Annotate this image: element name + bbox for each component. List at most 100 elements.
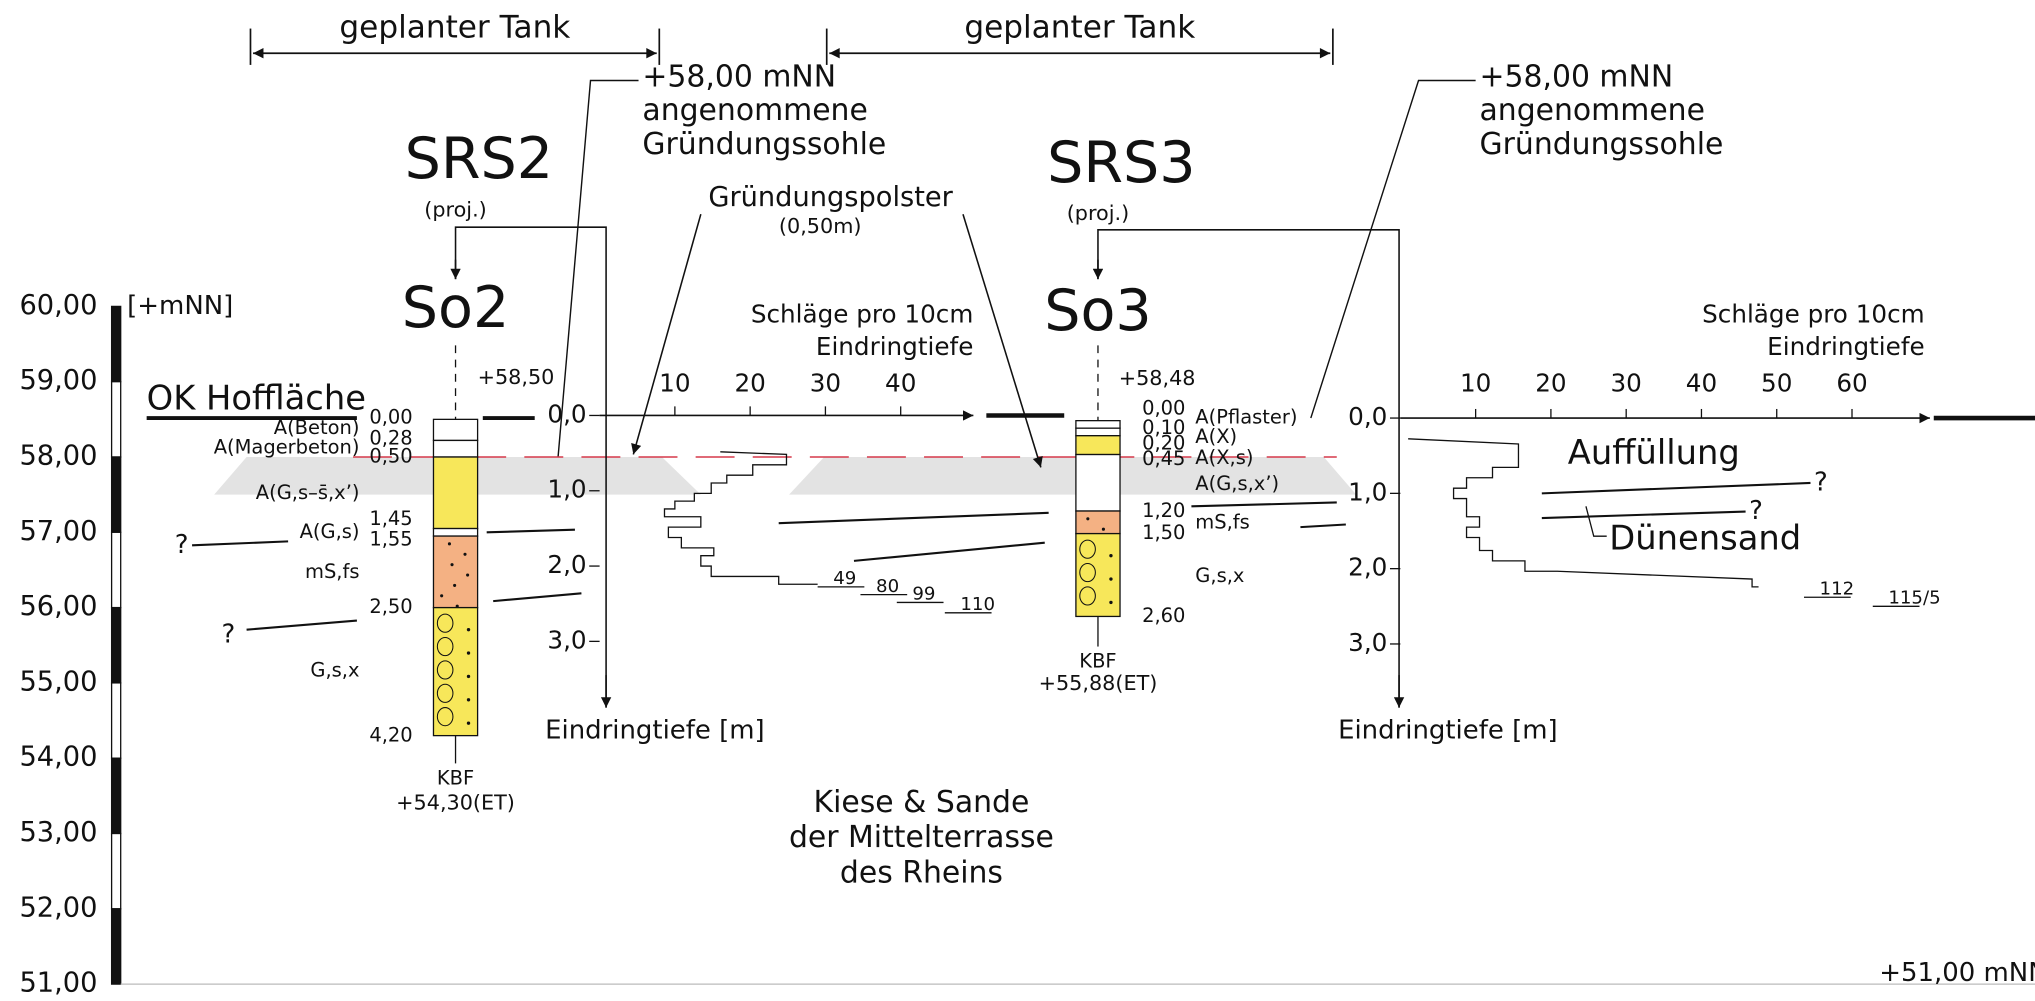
layer-label: A(G,s,x’) (1195, 472, 1279, 495)
layer-label: A(Magerbeton) (214, 435, 360, 458)
formation-label: des Rheins (840, 855, 1003, 890)
strata-line (779, 513, 1049, 523)
soil-layer (1076, 428, 1120, 436)
blow-profile (664, 452, 817, 584)
depth-tick-label: 2,0 (1348, 553, 1387, 582)
end-label: KBF (437, 766, 474, 789)
foundation-level: +58,00 mNN (642, 59, 836, 94)
borehole-proj: (proj.) (424, 197, 486, 221)
scale-segment (112, 683, 121, 758)
borehole-name: So2 (402, 275, 510, 341)
soil-layer (1076, 534, 1120, 617)
borehole-srs: SRS2 (405, 126, 554, 192)
leader-line (1311, 80, 1476, 418)
high-count: 112 (1820, 578, 1855, 599)
sand-dot (467, 698, 470, 701)
layer-depth: 1,20 (1142, 499, 1185, 522)
scale-segment (112, 909, 121, 984)
elevation-label: 54,00 (19, 742, 97, 773)
sand-dot (463, 553, 466, 556)
blow-tick-label: 60 (1836, 368, 1867, 397)
elevation-label: 59,00 (19, 365, 97, 396)
probe-title: Eindringtiefe (816, 332, 973, 361)
strata-line (247, 621, 357, 630)
layer-depth: 4,20 (369, 724, 412, 747)
blow-tick-label: 40 (1686, 368, 1717, 397)
elevation-label: 55,00 (19, 666, 97, 697)
soil-layer (1076, 421, 1120, 429)
soil-layer (1076, 436, 1120, 455)
soil-layer (433, 529, 477, 537)
borehole-srs: SRS3 (1047, 130, 1196, 196)
strata-line (1542, 512, 1746, 518)
blow-tick-label: 10 (1460, 368, 1491, 397)
borehole-top: +58,48 (1119, 366, 1196, 390)
end-level: +54,30(ET) (396, 791, 515, 815)
strata-line (493, 593, 581, 601)
high-count: 115/5 (1888, 588, 1940, 609)
scale-segment (112, 758, 121, 833)
scale-unit: [+mNN] (127, 291, 233, 321)
tank-label: geplanter Tank (964, 10, 1195, 46)
layer-depth: 1,55 (369, 528, 412, 551)
high-count: 99 (912, 584, 935, 605)
cushion-thickness: (0,50m) (779, 214, 862, 238)
scale-segment (112, 457, 121, 532)
high-count: 49 (833, 568, 856, 589)
soil-layer (1076, 455, 1120, 511)
soil-layer (433, 457, 477, 529)
blow-tick-label: 40 (885, 368, 916, 397)
strata-note: Dünensand (1609, 519, 1801, 558)
foundation-note: angenommene (642, 93, 867, 128)
sand-dot (453, 584, 456, 587)
sand-dot (467, 628, 470, 631)
blow-tick-label: 20 (734, 368, 765, 397)
layer-label: G,s,x (1195, 564, 1244, 587)
foundation-note: Gründungssohle (1480, 127, 1724, 162)
scale-segment (112, 834, 121, 909)
line (633, 214, 700, 454)
depth-tick-label: 0,0 (547, 399, 586, 428)
probe-title: Schläge pro 10cm (751, 299, 974, 328)
sand-dot (466, 573, 469, 576)
layer-depth: 0,00 (369, 406, 412, 429)
surface-label: OK Hoffläche (147, 378, 366, 417)
soil-layer (433, 536, 477, 608)
depth-tick-label: 3,0 (547, 625, 586, 654)
formation-label: der Mittelterrasse (789, 820, 1054, 855)
sand-dot (1109, 554, 1112, 557)
strata-note: Auffüllung (1568, 433, 1740, 472)
question-mark: ? (1749, 496, 1763, 526)
sand-dot (467, 721, 470, 724)
layer-label: A(G,s) (300, 520, 360, 543)
high-count: 110 (960, 594, 995, 615)
blow-tick-label: 30 (810, 368, 841, 397)
scale-segment (112, 306, 121, 381)
scale-segment (112, 382, 121, 457)
depth-tick-label: 3,0 (1348, 628, 1387, 657)
formation-label: Kiese & Sande (814, 785, 1030, 820)
strata-line (1542, 483, 1811, 493)
tank-label: geplanter Tank (339, 10, 570, 46)
layer-depth: 1,50 (1142, 521, 1185, 544)
scale-segment (112, 608, 121, 683)
layer-depth: 0,45 (1142, 447, 1185, 470)
depth-axis-label: Eindringtiefe [m] (545, 715, 765, 745)
question-mark: ? (222, 619, 236, 649)
end-label: KBF (1079, 650, 1116, 673)
layer-depth: 2,60 (1142, 604, 1185, 627)
layer-depth: 0,50 (369, 445, 412, 468)
sand-dot (440, 594, 443, 597)
strata-line (1300, 525, 1345, 528)
foundation-note: Gründungssohle (642, 127, 886, 162)
scale-segment (112, 532, 121, 607)
elevation-label: 51,00 (19, 968, 97, 999)
elevation-label: 53,00 (19, 817, 97, 848)
end-level: +55,88(ET) (1039, 671, 1158, 695)
depth-axis-label: Eindringtiefe [m] (1338, 715, 1558, 745)
sand-dot (1109, 577, 1112, 580)
depth-tick-label: 0,0 (1348, 402, 1387, 431)
soil-layer (1076, 511, 1120, 534)
section-drawing: 60,0059,0058,0057,0056,0055,0054,0053,00… (0, 0, 2035, 1001)
strata-line (192, 541, 288, 545)
